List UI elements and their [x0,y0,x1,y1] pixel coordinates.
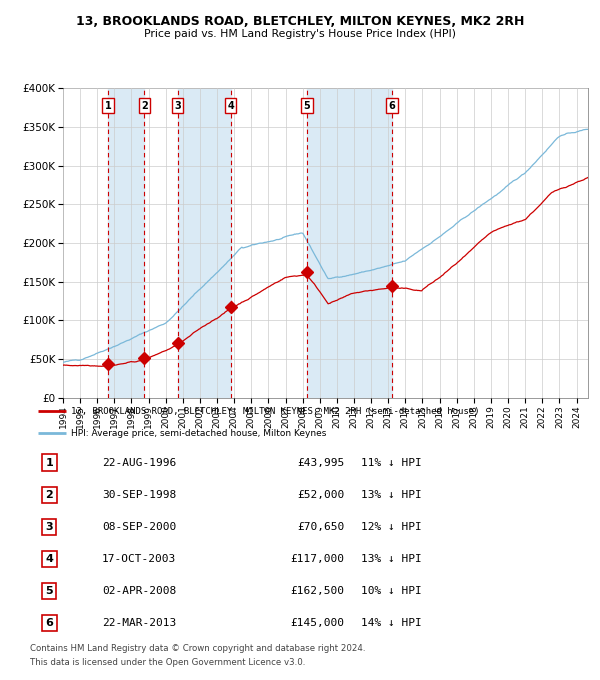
Text: £117,000: £117,000 [290,554,344,564]
Text: £70,650: £70,650 [298,522,344,532]
Text: This data is licensed under the Open Government Licence v3.0.: This data is licensed under the Open Gov… [30,658,305,666]
Text: 17-OCT-2003: 17-OCT-2003 [102,554,176,564]
Text: 2: 2 [141,101,148,111]
Bar [178,88,230,398]
Text: 13, BROOKLANDS ROAD, BLETCHLEY, MILTON KEYNES, MK2 2RH (semi-detached house): 13, BROOKLANDS ROAD, BLETCHLEY, MILTON K… [71,407,480,416]
Text: £162,500: £162,500 [290,586,344,596]
Bar [108,88,145,398]
Text: 02-APR-2008: 02-APR-2008 [102,586,176,596]
Text: 14% ↓ HPI: 14% ↓ HPI [361,618,422,628]
Text: 6: 6 [46,618,53,628]
Text: 3: 3 [46,522,53,532]
Text: Price paid vs. HM Land Registry's House Price Index (HPI): Price paid vs. HM Land Registry's House … [144,29,456,39]
Text: 08-SEP-2000: 08-SEP-2000 [102,522,176,532]
Text: 22-MAR-2013: 22-MAR-2013 [102,618,176,628]
Text: 11% ↓ HPI: 11% ↓ HPI [361,458,422,468]
Bar [63,88,71,398]
Bar [307,88,392,398]
Text: 13% ↓ HPI: 13% ↓ HPI [361,490,422,500]
Text: 6: 6 [389,101,395,111]
Text: 13, BROOKLANDS ROAD, BLETCHLEY, MILTON KEYNES, MK2 2RH: 13, BROOKLANDS ROAD, BLETCHLEY, MILTON K… [76,15,524,28]
Text: 4: 4 [227,101,234,111]
Text: 10% ↓ HPI: 10% ↓ HPI [361,586,422,596]
Text: 2: 2 [46,490,53,500]
Text: 12% ↓ HPI: 12% ↓ HPI [361,522,422,532]
Text: 1: 1 [105,101,112,111]
Text: 3: 3 [174,101,181,111]
Text: 4: 4 [46,554,53,564]
Text: 5: 5 [304,101,310,111]
Text: £145,000: £145,000 [290,618,344,628]
Text: 13% ↓ HPI: 13% ↓ HPI [361,554,422,564]
Text: £43,995: £43,995 [298,458,344,468]
Text: £52,000: £52,000 [298,490,344,500]
Text: 5: 5 [46,586,53,596]
Text: Contains HM Land Registry data © Crown copyright and database right 2024.: Contains HM Land Registry data © Crown c… [30,644,365,653]
Text: 30-SEP-1998: 30-SEP-1998 [102,490,176,500]
Text: 1: 1 [46,458,53,468]
Text: HPI: Average price, semi-detached house, Milton Keynes: HPI: Average price, semi-detached house,… [71,428,327,437]
Text: 22-AUG-1996: 22-AUG-1996 [102,458,176,468]
